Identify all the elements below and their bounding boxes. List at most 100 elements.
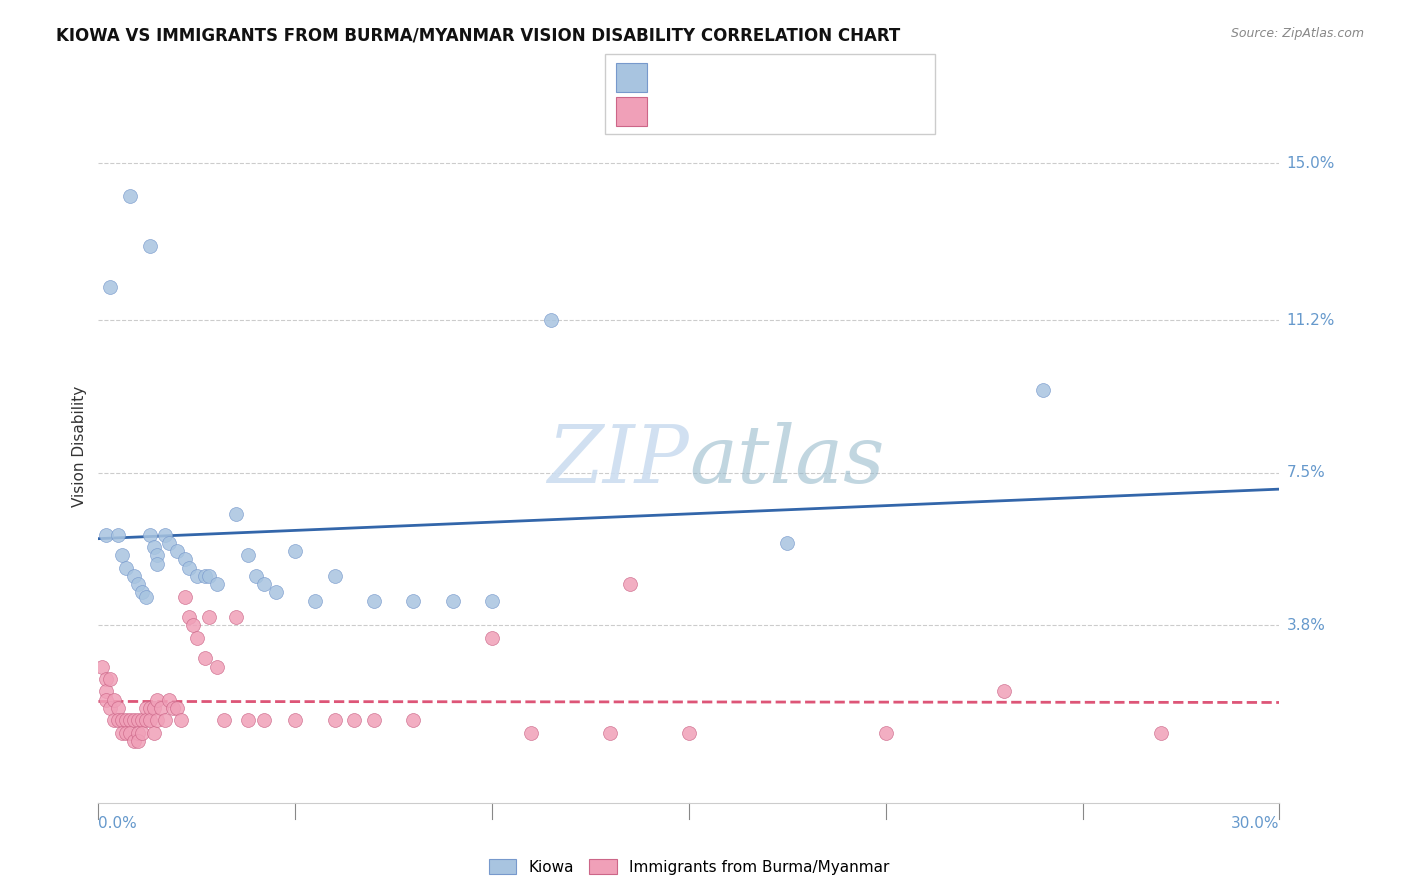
Point <box>481 593 503 607</box>
Point <box>776 536 799 550</box>
Point <box>194 651 217 665</box>
Point <box>245 569 267 583</box>
Point <box>1150 725 1173 739</box>
Point <box>304 593 326 607</box>
Point <box>441 593 464 607</box>
Text: R =  0.294   N = 39: R = 0.294 N = 39 <box>658 70 807 85</box>
Point <box>111 725 134 739</box>
Text: R = -0.103   N = 61: R = -0.103 N = 61 <box>658 103 808 119</box>
Point <box>225 610 247 624</box>
Point <box>875 725 897 739</box>
Point <box>162 701 184 715</box>
Point <box>131 714 153 728</box>
Text: KIOWA VS IMMIGRANTS FROM BURMA/MYANMAR VISION DISABILITY CORRELATION CHART: KIOWA VS IMMIGRANTS FROM BURMA/MYANMAR V… <box>56 27 900 45</box>
Y-axis label: Vision Disability: Vision Disability <box>72 385 87 507</box>
Point <box>155 714 177 728</box>
Point <box>138 527 160 541</box>
Point <box>343 714 366 728</box>
Point <box>284 714 307 728</box>
Point <box>131 585 153 599</box>
Point <box>205 659 228 673</box>
Point <box>205 577 228 591</box>
Point <box>166 544 188 558</box>
Point <box>103 714 125 728</box>
Point <box>96 692 118 706</box>
Point <box>236 549 259 563</box>
Point <box>115 714 138 728</box>
Point <box>177 610 200 624</box>
Point <box>166 701 188 715</box>
Point <box>146 714 169 728</box>
Point <box>170 714 193 728</box>
Point <box>236 714 259 728</box>
Point <box>138 714 160 728</box>
Point <box>481 631 503 645</box>
Point <box>186 631 208 645</box>
Point <box>107 714 129 728</box>
Point <box>96 672 118 686</box>
Point <box>157 536 180 550</box>
Legend: Kiowa, Immigrants from Burma/Myanmar: Kiowa, Immigrants from Burma/Myanmar <box>482 853 896 880</box>
Point <box>127 577 149 591</box>
Point <box>122 714 145 728</box>
Point <box>107 701 129 715</box>
Point <box>135 714 157 728</box>
Point <box>135 590 157 604</box>
Point <box>138 239 160 253</box>
Text: atlas: atlas <box>689 422 884 499</box>
Point <box>678 725 700 739</box>
Text: 3.8%: 3.8% <box>1286 618 1326 633</box>
Point <box>363 593 385 607</box>
Text: 0.0%: 0.0% <box>98 816 138 831</box>
Text: ZIP: ZIP <box>547 422 689 499</box>
Point <box>142 725 165 739</box>
Point <box>142 540 165 554</box>
Text: 30.0%: 30.0% <box>1232 816 1279 831</box>
Point <box>150 701 173 715</box>
Point <box>284 544 307 558</box>
Point <box>155 527 177 541</box>
Point <box>115 725 138 739</box>
Point <box>540 313 562 327</box>
Point <box>127 725 149 739</box>
Point <box>111 714 134 728</box>
Point <box>174 552 197 566</box>
Point <box>214 714 236 728</box>
Point <box>118 189 141 203</box>
Point <box>91 659 114 673</box>
Point <box>127 734 149 748</box>
Point <box>146 549 169 563</box>
Text: 11.2%: 11.2% <box>1286 313 1334 327</box>
Point <box>194 569 217 583</box>
Point <box>253 577 276 591</box>
Point <box>135 701 157 715</box>
Point <box>146 557 169 571</box>
Point <box>402 593 425 607</box>
Point <box>98 672 121 686</box>
Point <box>96 684 118 698</box>
Point <box>197 569 219 583</box>
Point <box>186 569 208 583</box>
Point <box>111 549 134 563</box>
Point <box>323 714 346 728</box>
Point <box>619 577 641 591</box>
Point <box>993 684 1015 698</box>
Point <box>103 692 125 706</box>
Point <box>520 725 543 739</box>
Point <box>127 714 149 728</box>
Point <box>131 725 153 739</box>
Point <box>363 714 385 728</box>
Point <box>264 585 287 599</box>
Point <box>225 507 247 521</box>
Point <box>174 590 197 604</box>
Point <box>253 714 276 728</box>
Point <box>323 569 346 583</box>
Point <box>157 692 180 706</box>
Point <box>98 280 121 294</box>
Point <box>181 618 204 632</box>
Point <box>122 734 145 748</box>
Text: Source: ZipAtlas.com: Source: ZipAtlas.com <box>1230 27 1364 40</box>
Point <box>115 560 138 574</box>
Point <box>177 560 200 574</box>
Text: 7.5%: 7.5% <box>1286 466 1326 480</box>
